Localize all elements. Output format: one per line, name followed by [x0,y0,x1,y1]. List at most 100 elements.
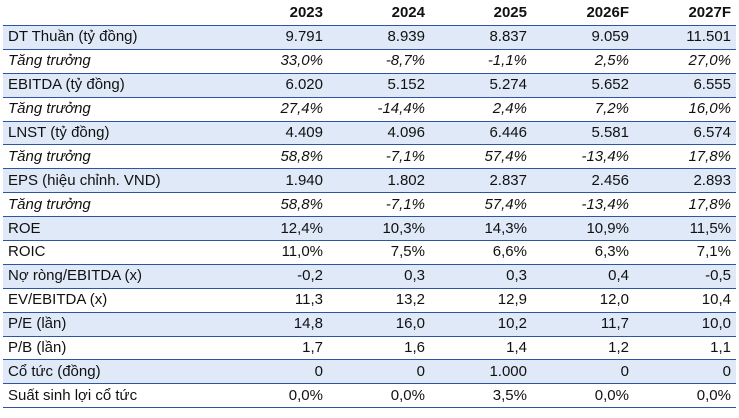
value-cell: 1.940 [226,168,328,194]
table-row: Suất sinh lợi cổ tức 0,0% 0,0% 3,5% 0,0% 0,0% [3,383,736,409]
value-cell: 12,0 [532,288,634,313]
value-cell: 0,0% [226,383,328,409]
value-cell: -13,4% [532,144,634,170]
value-cell: 4.409 [226,121,328,146]
table-row: Cổ tức (đồng) 0 0 1.000 0 0 [3,359,736,385]
header-year-2027f: 2027F [634,0,736,26]
value-cell: 17,8% [634,144,736,170]
table-row: Tăng trưởng 58,8% -7,1% 57,4% -13,4% 17,8% [3,192,736,218]
value-cell: 0 [634,359,736,385]
value-cell: 13,2 [328,288,430,313]
value-cell: 10,0 [634,312,736,337]
row-label: Tăng trưởng [3,49,226,74]
table-header: 2023 2024 2025 2026F 2027F [3,0,736,26]
value-cell: 5.274 [430,73,532,98]
row-label: Cổ tức (đồng) [3,359,226,385]
row-label: Tăng trưởng [3,144,226,170]
value-cell: 2,5% [532,49,634,74]
value-cell: 5.652 [532,73,634,98]
table-body: DT Thuần (tỷ đồng) 9.791 8.939 8.837 9.059 11… [3,25,736,409]
row-label: EPS (hiệu chỉnh. VND) [3,168,226,194]
value-cell: 16,0 [328,312,430,337]
value-cell: 1.802 [328,168,430,194]
value-cell: 11,5% [634,216,736,242]
value-cell: 0 [226,359,328,385]
value-cell: -0,2 [226,264,328,289]
value-cell: 10,3% [328,216,430,242]
value-cell: 14,8 [226,312,328,337]
value-cell: 6.574 [634,121,736,146]
value-cell: 16,0% [634,97,736,122]
row-label: EV/EBITDA (x) [3,288,226,313]
value-cell: 0,3 [328,264,430,289]
value-cell: -7,1% [328,144,430,170]
value-cell: 33,0% [226,49,328,74]
table-row: ROIC 11,0% 7,5% 6,6% 6,3% 7,1% [3,240,736,265]
value-cell: 7,1% [634,240,736,265]
value-cell: -8,7% [328,49,430,74]
value-cell: 9.791 [226,25,328,50]
value-cell: 1,4 [430,336,532,361]
value-cell: -14,4% [328,97,430,122]
value-cell: 2.893 [634,168,736,194]
value-cell: 11,0% [226,240,328,265]
value-cell: 2,4% [430,97,532,122]
value-cell: 6.020 [226,73,328,98]
financial-table: 2023 2024 2025 2026F 2027F DT Thuần (tỷ … [3,0,736,409]
value-cell: 8.837 [430,25,532,50]
value-cell: 5.152 [328,73,430,98]
value-cell: 6.446 [430,121,532,146]
row-label: Suất sinh lợi cổ tức [3,383,226,409]
row-label: DT Thuần (tỷ đồng) [3,25,226,50]
header-row: 2023 2024 2025 2026F 2027F [3,0,736,26]
row-label: P/B (lần) [3,336,226,361]
value-cell: 58,8% [226,192,328,218]
value-cell: 27,0% [634,49,736,74]
value-cell: 2.837 [430,168,532,194]
financial-summary: 2023 2024 2025 2026F 2027F DT Thuần (tỷ … [3,0,736,409]
table-row: P/B (lần) 1,7 1,6 1,4 1,2 1,1 [3,336,736,361]
value-cell: -13,4% [532,192,634,218]
row-label: Nợ ròng/EBITDA (x) [3,264,226,289]
header-label-cell [3,0,226,26]
value-cell: 14,3% [430,216,532,242]
table-row: EBITDA (tỷ đồng) 6.020 5.152 5.274 5.652 6.55… [3,73,736,98]
value-cell: 11.501 [634,25,736,50]
table-row: ROE 12,4% 10,3% 14,3% 10,9% 11,5% [3,216,736,242]
value-cell: 1,1 [634,336,736,361]
table-row: P/E (lần) 14,8 16,0 10,2 11,7 10,0 [3,312,736,337]
table-row: Tăng trưởng 58,8% -7,1% 57,4% -13,4% 17,8% [3,144,736,170]
value-cell: 2.456 [532,168,634,194]
row-label: ROIC [3,240,226,265]
value-cell: 57,4% [430,192,532,218]
table-row: Tăng trưởng 27,4% -14,4% 2,4% 7,2% 16,0% [3,97,736,122]
value-cell: -1,1% [430,49,532,74]
value-cell: 10,2 [430,312,532,337]
value-cell: 7,5% [328,240,430,265]
value-cell: 10,4 [634,288,736,313]
value-cell: 10,9% [532,216,634,242]
value-cell: 7,2% [532,97,634,122]
value-cell: 0 [532,359,634,385]
value-cell: 58,8% [226,144,328,170]
value-cell: 1.000 [430,359,532,385]
table-row: EV/EBITDA (x) 11,3 13,2 12,9 12,0 10,4 [3,288,736,313]
table-row: LNST (tỷ đồng) 4.409 4.096 6.446 5.581 6.574 [3,121,736,146]
value-cell: 12,4% [226,216,328,242]
value-cell: 1,2 [532,336,634,361]
value-cell: 12,9 [430,288,532,313]
header-year-2026f: 2026F [532,0,634,26]
value-cell: 8.939 [328,25,430,50]
table-row: Nợ ròng/EBITDA (x) -0,2 0,3 0,3 0,4 -0,5 [3,264,736,289]
value-cell: 0,0% [532,383,634,409]
value-cell: 6.555 [634,73,736,98]
row-label: EBITDA (tỷ đồng) [3,73,226,98]
value-cell: 0,0% [328,383,430,409]
value-cell: 4.096 [328,121,430,146]
table-row: DT Thuần (tỷ đồng) 9.791 8.939 8.837 9.059 11… [3,25,736,50]
value-cell: 27,4% [226,97,328,122]
header-year-2023: 2023 [226,0,328,26]
row-label: Tăng trưởng [3,192,226,218]
row-label: Tăng trưởng [3,97,226,122]
value-cell: 1,7 [226,336,328,361]
